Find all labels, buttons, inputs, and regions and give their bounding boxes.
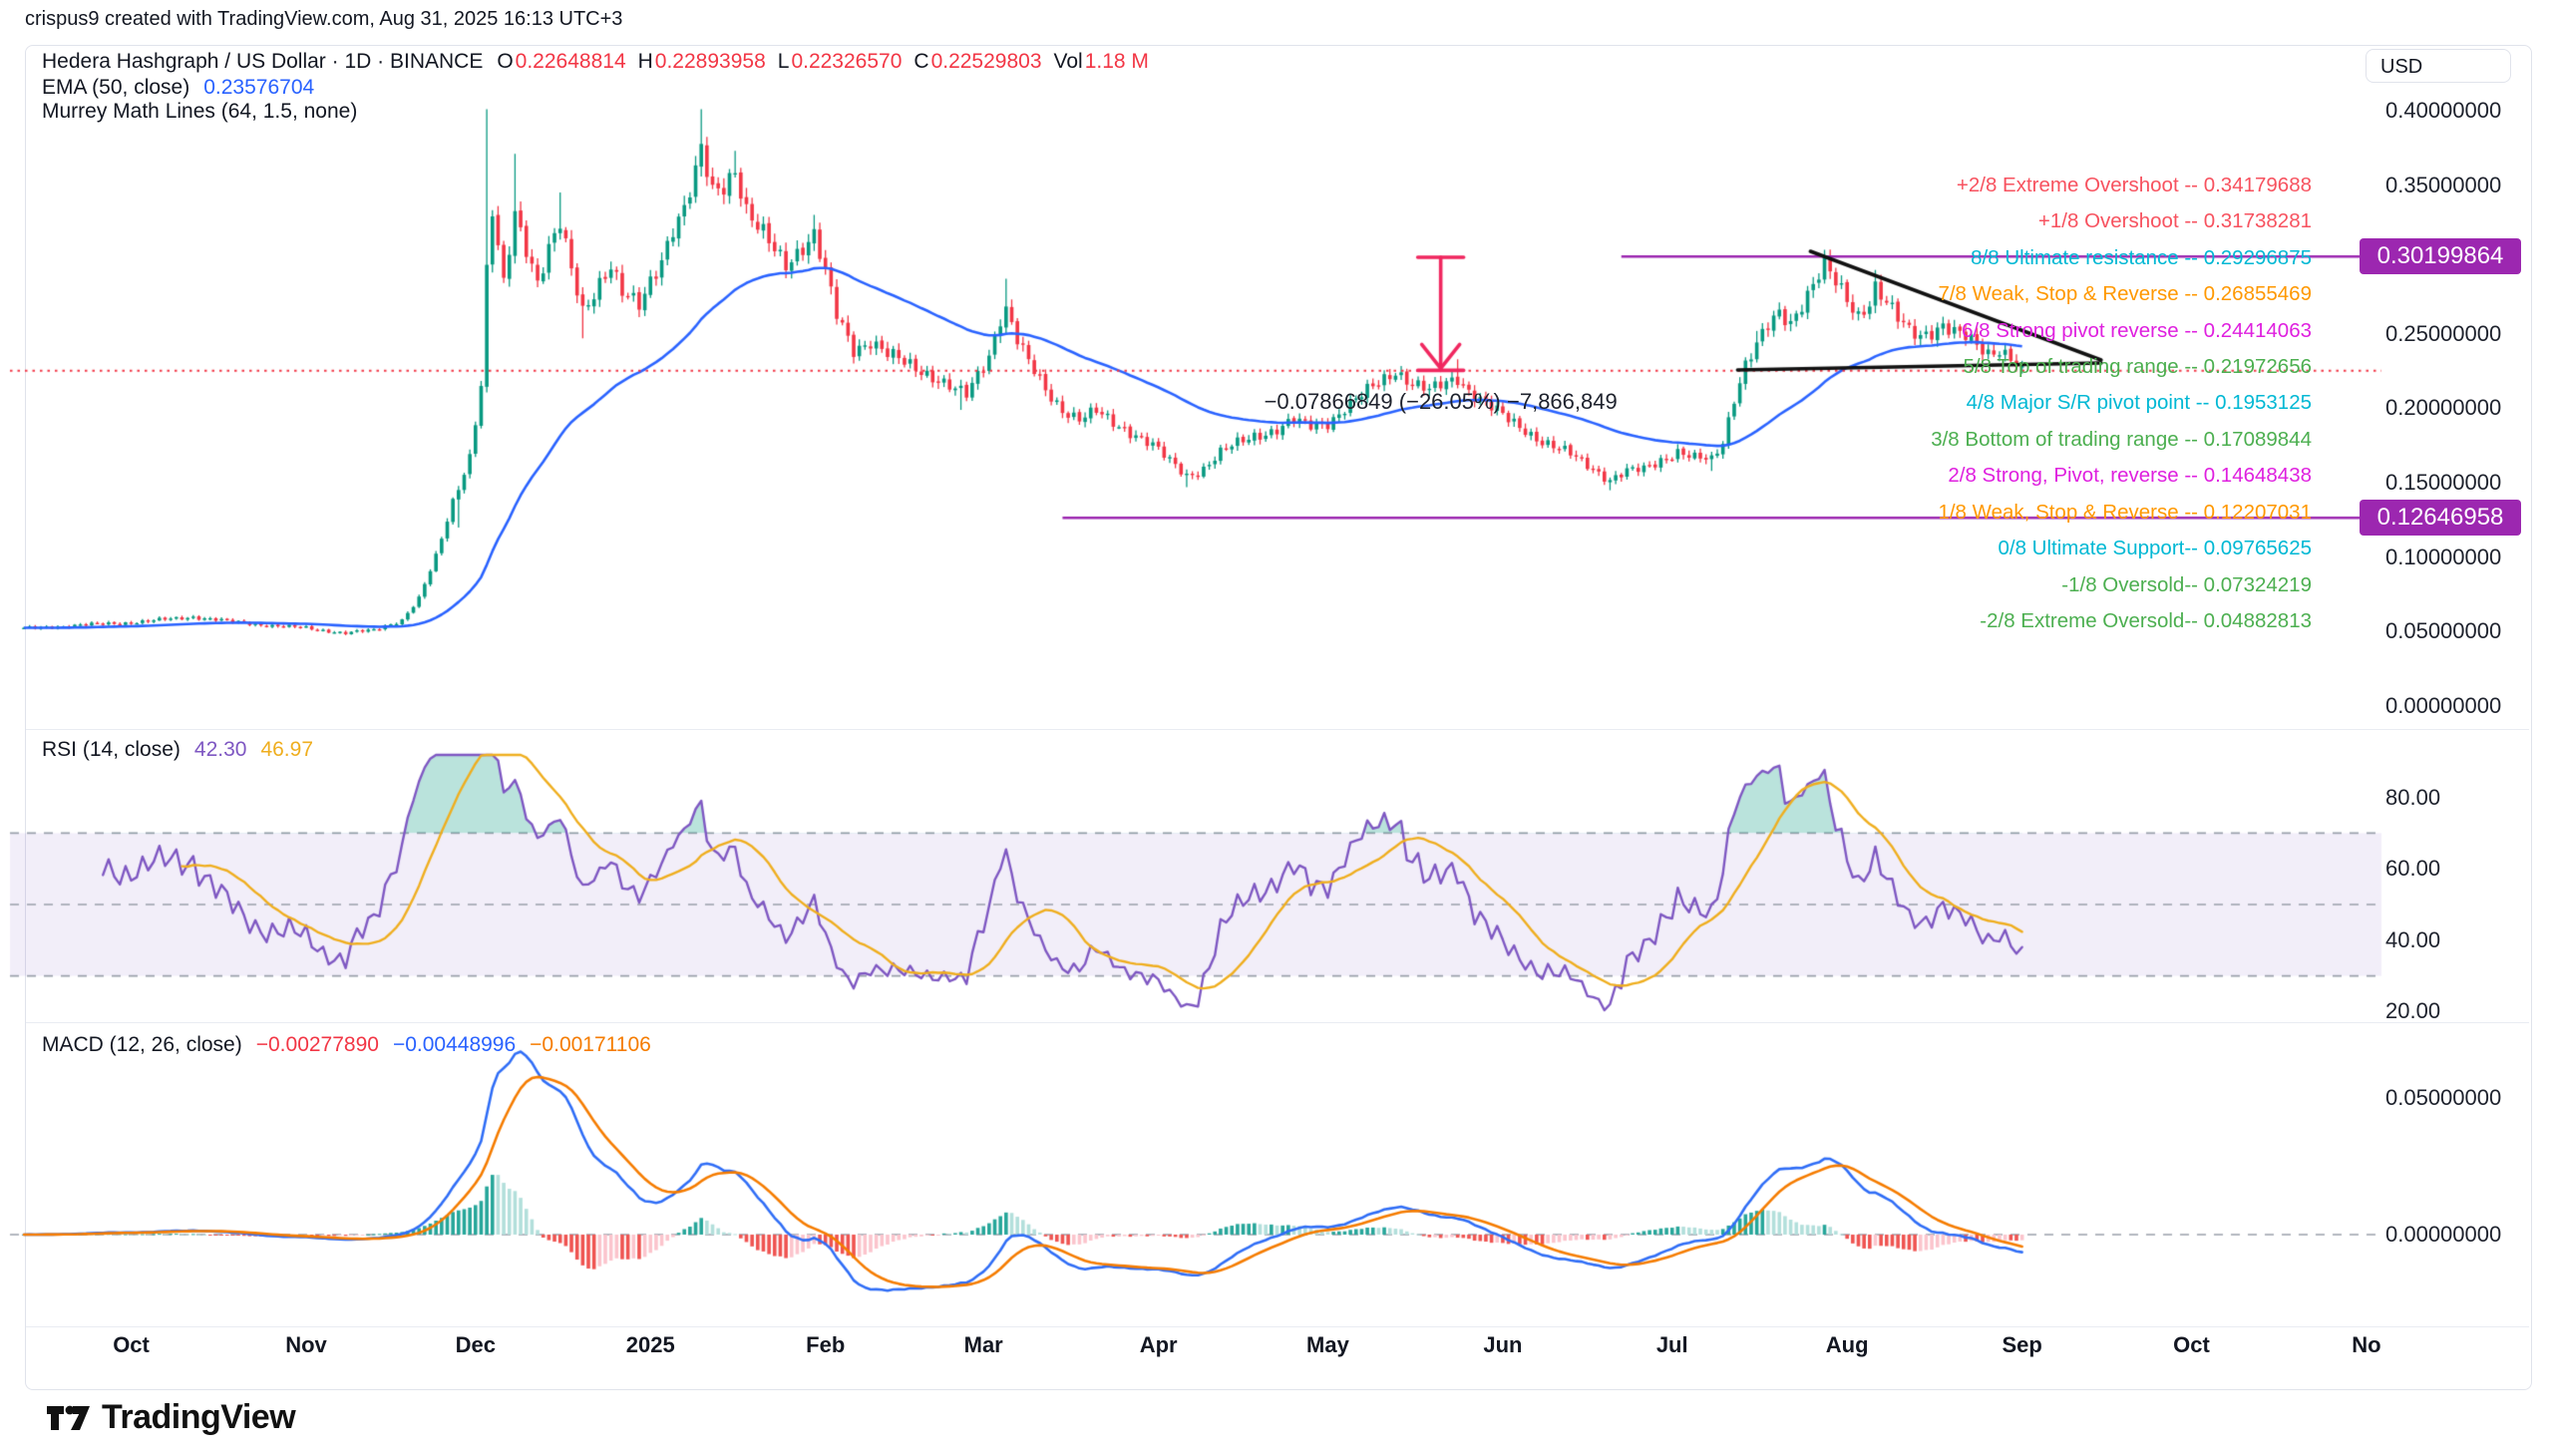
time-axis-label[interactable]: Sep: [2002, 1332, 2042, 1357]
currency-selector[interactable]: USD: [2366, 49, 2511, 83]
tradingview-logo-icon: [47, 1405, 90, 1430]
time-axis-label[interactable]: 2025: [625, 1332, 675, 1357]
price-axis-label: 0.10000000: [2385, 544, 2502, 569]
macd-signal-value: −0.00171106: [530, 1033, 651, 1056]
high-value: 0.22893958: [654, 50, 766, 73]
rsi-value: 42.30: [193, 738, 247, 761]
volume-value: 1.18 M: [1084, 50, 1149, 73]
time-axis-label[interactable]: No: [2352, 1332, 2381, 1357]
time-axis-label[interactable]: Oct: [2173, 1332, 2210, 1357]
murrey-level-label: 1/8 Weak, Stop & Reverse -- 0.12207031: [1938, 500, 2312, 524]
ema-value: 0.23576704: [203, 76, 315, 99]
low-value: 0.22326570: [791, 50, 903, 73]
macd-axis-label: 0.05000000: [2385, 1085, 2502, 1110]
rsi-label: RSI (14, close): [42, 738, 181, 761]
macd-label: MACD (12, 26, close): [42, 1033, 242, 1056]
murrey-level-label: +2/8 Extreme Overshoot -- 0.34179688: [1956, 173, 2312, 196]
rsi-axis-label: 80.00: [2385, 784, 2441, 810]
time-axis-label[interactable]: May: [1306, 1332, 1349, 1357]
macd-axis-label: 0.00000000: [2385, 1222, 2502, 1247]
murrey-level-label: 8/8 Ultimate resistance -- 0.29296875: [1971, 245, 2312, 269]
murrey-level-label: 7/8 Weak, Stop & Reverse -- 0.26855469: [1938, 282, 2312, 306]
ohlc-values: O 0.22648814 H 0.22893958 L 0.22326570 C 0.2…: [497, 50, 1149, 74]
murrey-level-label: +1/8 Overshoot -- 0.31738281: [2037, 209, 2312, 233]
murrey-label: Murrey Math Lines (64, 1.5, none): [42, 100, 358, 123]
murrey-level-label: 3/8 Bottom of trading range -- 0.1708984…: [1931, 427, 2312, 451]
measure-annotation[interactable]: −0.07866849 (−26.05%) −7,866,849: [1264, 389, 1618, 415]
symbol-title: Hedera Hashgraph / US Dollar · 1D · BINA…: [42, 50, 484, 73]
time-axis-label[interactable]: Dec: [455, 1332, 496, 1357]
time-axis-label[interactable]: Mar: [963, 1332, 1003, 1357]
panel-separator-macd: [26, 1022, 2529, 1023]
price-axis-badge: 0.12646958: [2360, 500, 2521, 537]
symbol-legend-row[interactable]: Hedera Hashgraph / US Dollar · 1D · BINA…: [42, 50, 1149, 74]
tradingview-logo-text: TradingView: [102, 1398, 296, 1436]
time-axis-label[interactable]: Aug: [1825, 1332, 1869, 1357]
macd-legend-row[interactable]: MACD (12, 26, close) −0.00277890 −0.0044…: [42, 1033, 651, 1057]
price-axis-label: 0.15000000: [2385, 470, 2502, 496]
murrey-level-label: -1/8 Oversold-- 0.07324219: [2061, 572, 2312, 596]
panel-separator-rsi: [26, 729, 2529, 730]
rsi-legend-row[interactable]: RSI (14, close) 42.30 46.97: [42, 738, 313, 762]
price-axis-label: 0.00000000: [2385, 693, 2502, 718]
tradingview-footer[interactable]: TradingView: [46, 1398, 296, 1437]
murrey-level-label: 2/8 Strong, Pivot, reverse -- 0.14648438: [1948, 464, 2312, 488]
macd-hist-value: −0.00277890: [255, 1033, 379, 1056]
time-axis-label[interactable]: Oct: [113, 1332, 150, 1357]
high-label: H: [637, 50, 653, 73]
ema-label: EMA (50, close): [42, 76, 190, 99]
price-axis-badge: 0.30199864: [2360, 238, 2521, 275]
time-axis-label[interactable]: Feb: [806, 1332, 846, 1357]
price-axis-label: 0.35000000: [2385, 172, 2502, 197]
price-axis-label: 0.20000000: [2385, 395, 2502, 421]
murrey-level-label: 6/8 Strong pivot reverse -- 0.24414063: [1962, 318, 2312, 342]
murrey-level-label: -2/8 Extreme Oversold-- 0.04882813: [1980, 609, 2312, 633]
open-value: 0.22648814: [515, 50, 626, 73]
murrey-level-label: 0/8 Ultimate Support-- 0.09765625: [1998, 537, 2312, 560]
chart-credit: crispus9 created with TradingView.com, A…: [25, 8, 623, 30]
murrey-level-label: 4/8 Major S/R pivot point -- 0.1953125: [1966, 391, 2312, 415]
price-axis-label: 0.25000000: [2385, 320, 2502, 346]
ema-legend-row[interactable]: EMA (50, close) 0.23576704: [42, 76, 314, 100]
rsi-ma-value: 46.97: [260, 738, 314, 761]
murrey-legend-row[interactable]: Murrey Math Lines (64, 1.5, none): [42, 100, 357, 124]
open-label: O: [497, 50, 514, 73]
murrey-level-label: 5/8 Top of trading range -- 0.21972656: [1963, 355, 2312, 379]
rsi-axis-label: 40.00: [2385, 926, 2441, 952]
price-axis-label: 0.40000000: [2385, 97, 2502, 123]
price-axis-label: 0.05000000: [2385, 618, 2502, 644]
rsi-axis-label: 60.00: [2385, 856, 2441, 882]
time-axis-label[interactable]: Jun: [1483, 1332, 1523, 1357]
close-value: 0.22529803: [930, 50, 1042, 73]
time-axis-label[interactable]: Apr: [1139, 1332, 1178, 1357]
time-axis-label[interactable]: Nov: [285, 1332, 327, 1357]
time-axis-separator: [26, 1326, 2529, 1327]
time-axis-label[interactable]: Jul: [1655, 1332, 1688, 1357]
close-label: C: [913, 50, 929, 73]
volume-label: Vol: [1053, 50, 1083, 73]
macd-line-value: −0.00448996: [392, 1033, 517, 1056]
rsi-axis-label: 20.00: [2385, 998, 2441, 1024]
low-label: L: [777, 50, 790, 73]
